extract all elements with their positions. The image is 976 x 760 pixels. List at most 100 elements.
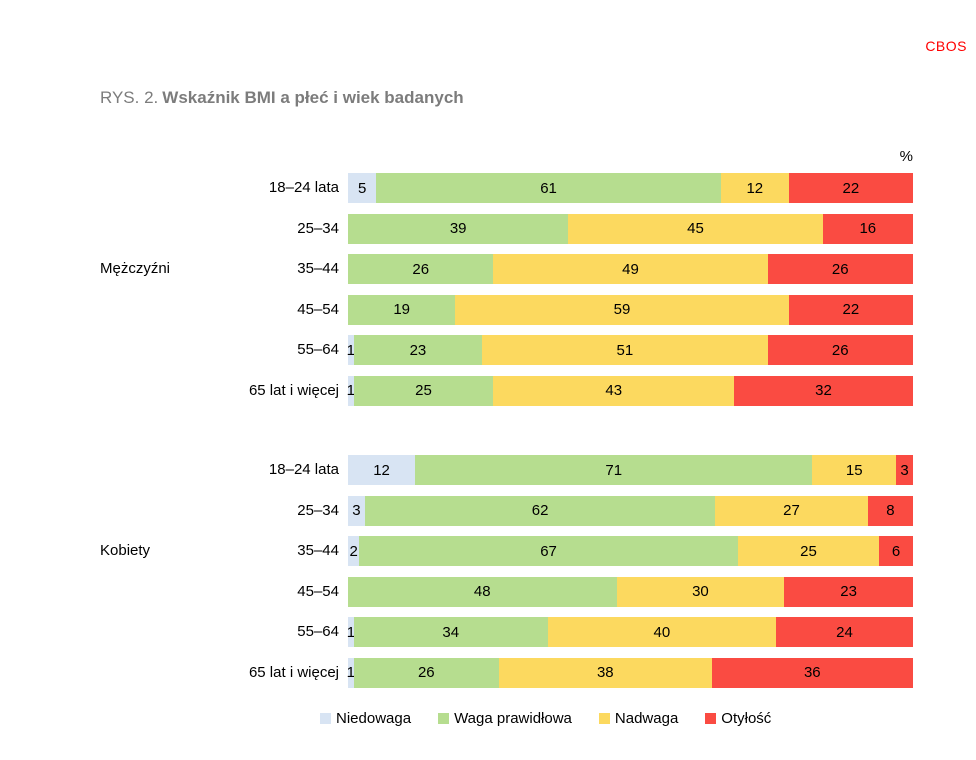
value-label: 48 <box>473 583 491 600</box>
segment-nadwaga: 25 <box>737 536 880 566</box>
bar-row: 65 lat i więcej 1 26 38 36 <box>249 657 913 688</box>
value-label: 5 <box>357 179 367 197</box>
value-label: 8 <box>886 502 895 519</box>
value-label: 24 <box>836 623 853 641</box>
value-label: 1 <box>346 341 355 359</box>
category-label: 55–64 <box>297 623 339 640</box>
value-label: 26 <box>831 260 849 278</box>
segment-waga-prawidłowa: 48 <box>348 576 617 607</box>
chart-legend: Niedowaga Waga prawidłowa Nadwaga Otyłość <box>320 710 771 727</box>
segment-nadwaga: 49 <box>493 254 768 284</box>
bar-row: 45–54 48 30 23 <box>297 576 913 607</box>
value-label: 36 <box>803 664 821 681</box>
segment-otyłość: 23 <box>784 576 913 607</box>
bar-row: 45–54 19 59 22 <box>297 294 913 325</box>
category-label: 35–44 <box>297 260 339 277</box>
value-label: 22 <box>842 179 860 197</box>
bar-row: 35–44 26 49 26 <box>297 254 913 284</box>
value-label: 1 <box>346 623 356 641</box>
segment-otyłość: 6 <box>879 536 913 566</box>
value-label: 38 <box>596 664 614 681</box>
value-label: 3 <box>900 461 909 479</box>
category-label: 35–44 <box>297 542 339 559</box>
figure-number: RYS. 2. <box>100 88 159 107</box>
segment-nadwaga: 59 <box>455 294 789 325</box>
segment-nadwaga: 40 <box>547 617 777 647</box>
value-label: 43 <box>605 382 623 399</box>
segment-waga-prawidłowa: 23 <box>353 335 483 365</box>
stacked-bar-chart: Mężczyźni 18–24 lata 5 61 12 22 25–34 39 45 16 35–… <box>100 0 913 700</box>
segment-waga-prawidłowa: 26 <box>348 254 494 284</box>
value-label: 32 <box>815 382 832 399</box>
segment-nadwaga: 51 <box>482 335 768 365</box>
segment-otyłość: 26 <box>767 254 913 284</box>
segment-otyłość: 16 <box>822 213 913 244</box>
segment-nadwaga: 30 <box>616 576 785 607</box>
segment-otyłość: 8 <box>867 495 913 526</box>
category-label: 65 lat i więcej <box>248 663 339 681</box>
category-label: 45–54 <box>297 582 339 600</box>
category-label: 45–54 <box>297 300 339 318</box>
value-label: 34 <box>442 623 460 641</box>
legend-label: Niedowaga <box>336 710 412 727</box>
legend-swatch-icon <box>438 713 450 724</box>
segment-waga-prawidłowa: 25 <box>353 375 494 406</box>
bar-row: 25–34 39 45 16 <box>297 213 913 244</box>
segment-waga-prawidłowa: 19 <box>348 294 456 325</box>
value-label: 62 <box>531 502 549 519</box>
category-label: 18–24 lata <box>268 461 339 478</box>
category-label: 25–34 <box>297 501 339 519</box>
segment-niedowaga: 5 <box>348 173 377 203</box>
unit-label: % <box>899 148 913 165</box>
bar-row: 18–24 lata 12 71 15 3 <box>269 455 913 485</box>
value-label: 1 <box>346 382 355 399</box>
bar-row: 35–44 2 67 25 6 <box>297 536 913 566</box>
segment-otyłość: 26 <box>767 335 913 365</box>
value-label: 39 <box>449 220 467 237</box>
segment-otyłość: 22 <box>788 294 913 325</box>
bar-row: 55–64 1 23 51 26 <box>297 335 913 365</box>
value-label: 51 <box>616 341 634 359</box>
value-label: 30 <box>692 583 709 600</box>
category-label: 65 lat i więcej <box>248 381 339 399</box>
category-label: 18–24 lata <box>268 179 339 196</box>
value-label: 6 <box>891 542 901 560</box>
segment-nadwaga: 27 <box>715 495 868 526</box>
value-label: 16 <box>859 220 877 237</box>
legend-swatch-icon <box>598 713 610 724</box>
segment-nadwaga: 15 <box>812 455 897 485</box>
value-label: 22 <box>842 301 860 318</box>
value-label: 1 <box>346 664 355 681</box>
segment-waga-prawidłowa: 61 <box>376 173 721 203</box>
group-label: Kobiety <box>100 542 151 559</box>
group-label: Mężczyźni <box>100 260 171 277</box>
value-label: 3 <box>352 502 361 519</box>
chart-title-text: Wskaźnik BMI a płeć i wiek badanych <box>162 88 464 107</box>
legend-item: Nadwaga <box>598 710 678 727</box>
legend-swatch-icon <box>320 713 331 724</box>
cbos-logo: CBOS <box>925 38 967 54</box>
category-label: 55–64 <box>297 341 339 358</box>
segment-waga-prawidłowa: 62 <box>364 495 716 526</box>
bar-row: 18–24 lata 5 61 12 22 <box>269 173 913 203</box>
value-label: 12 <box>373 461 390 479</box>
segment-niedowaga: 1 <box>346 657 355 688</box>
value-label: 40 <box>653 623 671 641</box>
legend-item: Otyłość <box>705 710 771 727</box>
segment-niedowaga: 12 <box>348 455 416 485</box>
value-label: 2 <box>349 542 358 560</box>
value-label: 15 <box>845 461 863 479</box>
value-label: 26 <box>417 664 435 681</box>
segment-waga-prawidłowa: 39 <box>348 213 569 244</box>
value-label: 23 <box>840 583 857 600</box>
segment-niedowaga: 2 <box>348 536 360 566</box>
value-label: 25 <box>800 542 817 560</box>
legend-item: Waga prawidłowa <box>438 710 572 727</box>
segment-otyłość: 3 <box>896 455 913 485</box>
segment-otyłość: 36 <box>711 657 913 688</box>
segment-niedowaga: 1 <box>346 375 355 406</box>
value-label: 27 <box>783 502 800 519</box>
value-label: 25 <box>415 382 432 399</box>
segment-nadwaga: 12 <box>720 173 789 203</box>
